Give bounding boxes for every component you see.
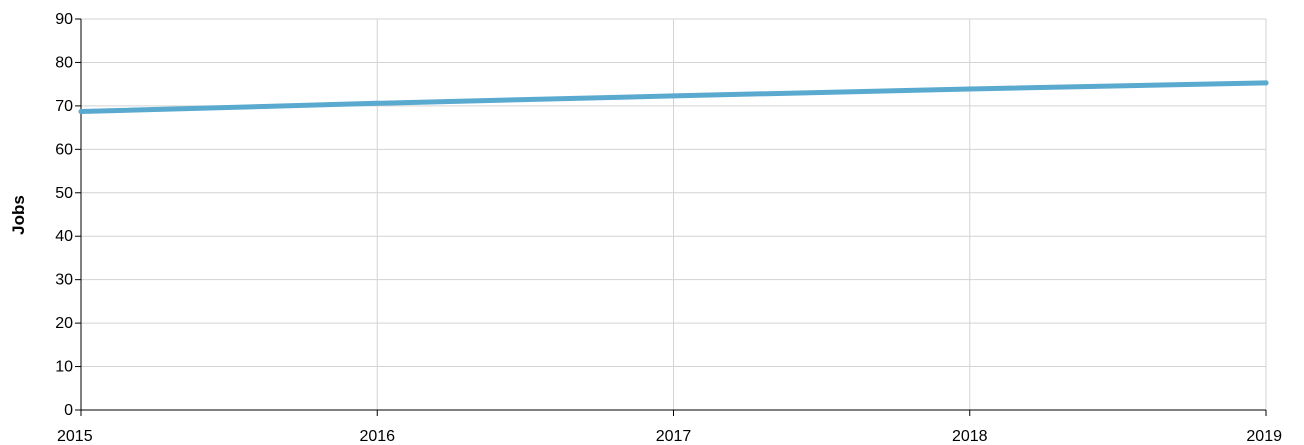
y-tick-label: 40: [55, 228, 73, 245]
y-tick-label: 0: [64, 402, 73, 419]
data-point: [78, 109, 84, 115]
y-tick-label: 20: [55, 315, 73, 332]
data-point: [671, 93, 676, 99]
y-tick-label: 10: [55, 359, 73, 376]
y-tick-labels: 0 10 20 30 40 50 60 70 80 90: [55, 11, 73, 419]
x-tick-label: 2017: [656, 428, 692, 445]
x-tick-label: 2018: [952, 428, 988, 445]
x-tick-label: 2015: [57, 428, 93, 445]
x-tick-label: 2016: [359, 428, 395, 445]
y-tick-label: 90: [55, 11, 73, 28]
data-point: [967, 86, 973, 92]
data-point: [1263, 80, 1269, 86]
axes: [75, 18, 1267, 416]
y-tick-label: 30: [55, 272, 73, 289]
y-axis-title: Jobs: [9, 195, 28, 235]
y-tick-label: 50: [55, 185, 73, 202]
y-tick-label: 60: [55, 141, 73, 158]
series-group: [78, 80, 1269, 115]
x-tick-label: 2019: [1246, 428, 1282, 445]
grid-lines: [81, 18, 1267, 410]
y-tick-label: 80: [55, 54, 73, 71]
data-point: [374, 100, 380, 106]
x-tick-labels: 2015 2016 2017 2018 2019: [57, 428, 1282, 445]
y-tick-label: 70: [55, 98, 73, 115]
